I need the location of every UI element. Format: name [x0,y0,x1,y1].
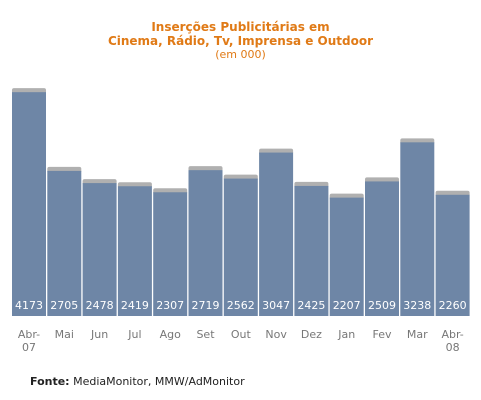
x-tick-label: Set [196,328,215,341]
bar [153,192,188,316]
bar-value-label: 2307 [156,299,184,312]
bar-value-label: 2509 [368,299,396,312]
bar [117,186,152,316]
chart-subtitle: (em 000) [215,48,266,61]
chart-title-line-1: Inserções Publicitárias em [151,20,330,34]
bar [400,142,435,316]
x-tick-label: Abr- [18,328,40,341]
bar-value-label: 2562 [227,299,255,312]
bar-value-label: 2705 [50,299,78,312]
x-tick-label: Ago [160,328,182,341]
source-label: Fonte: [30,375,70,388]
chart-title-line-2: Cinema, Rádio, Tv, Imprensa e Outdoor [107,34,374,48]
bar-value-label: 2478 [86,299,114,312]
bar [259,152,294,316]
x-tick-label: Jan [337,328,355,341]
bar-value-label: 4173 [15,299,43,312]
x-tick-label: Mar [407,328,428,341]
bar-value-label: 2425 [297,299,325,312]
bar [294,185,329,316]
bar [365,181,399,316]
x-tick-label: Mai [55,328,74,341]
bar [188,170,223,316]
bar [329,197,364,316]
chart-title: Inserções Publicitárias em Cinema, Rádio… [0,20,481,48]
bar-value-label: 2719 [192,299,220,312]
source-text: MediaMonitor, MMW/AdMonitor [73,375,245,388]
bar [12,92,46,317]
x-tick-label: 08 [446,341,460,354]
x-tick-label: Dez [301,328,322,341]
bar-value-label: 3047 [262,299,290,312]
bar-value-label: 2260 [439,299,467,312]
bar [47,170,82,316]
x-tick-label: 07 [22,341,36,354]
x-tick-label: Jul [127,328,141,341]
bar-value-label: 2419 [121,299,149,312]
x-tick-label: Nov [265,328,287,341]
x-tick-label: Jun [90,328,108,341]
bar [435,194,470,316]
bar [82,183,117,316]
bar-value-label: 2207 [333,299,361,312]
bar [223,178,258,316]
x-tick-label: Out [231,328,252,341]
x-tick-label: Fev [372,328,391,341]
bar-value-label: 3238 [403,299,431,312]
source-note: Fonte: MediaMonitor, MMW/AdMonitor [30,375,245,388]
x-tick-label: Abr- [441,328,463,341]
